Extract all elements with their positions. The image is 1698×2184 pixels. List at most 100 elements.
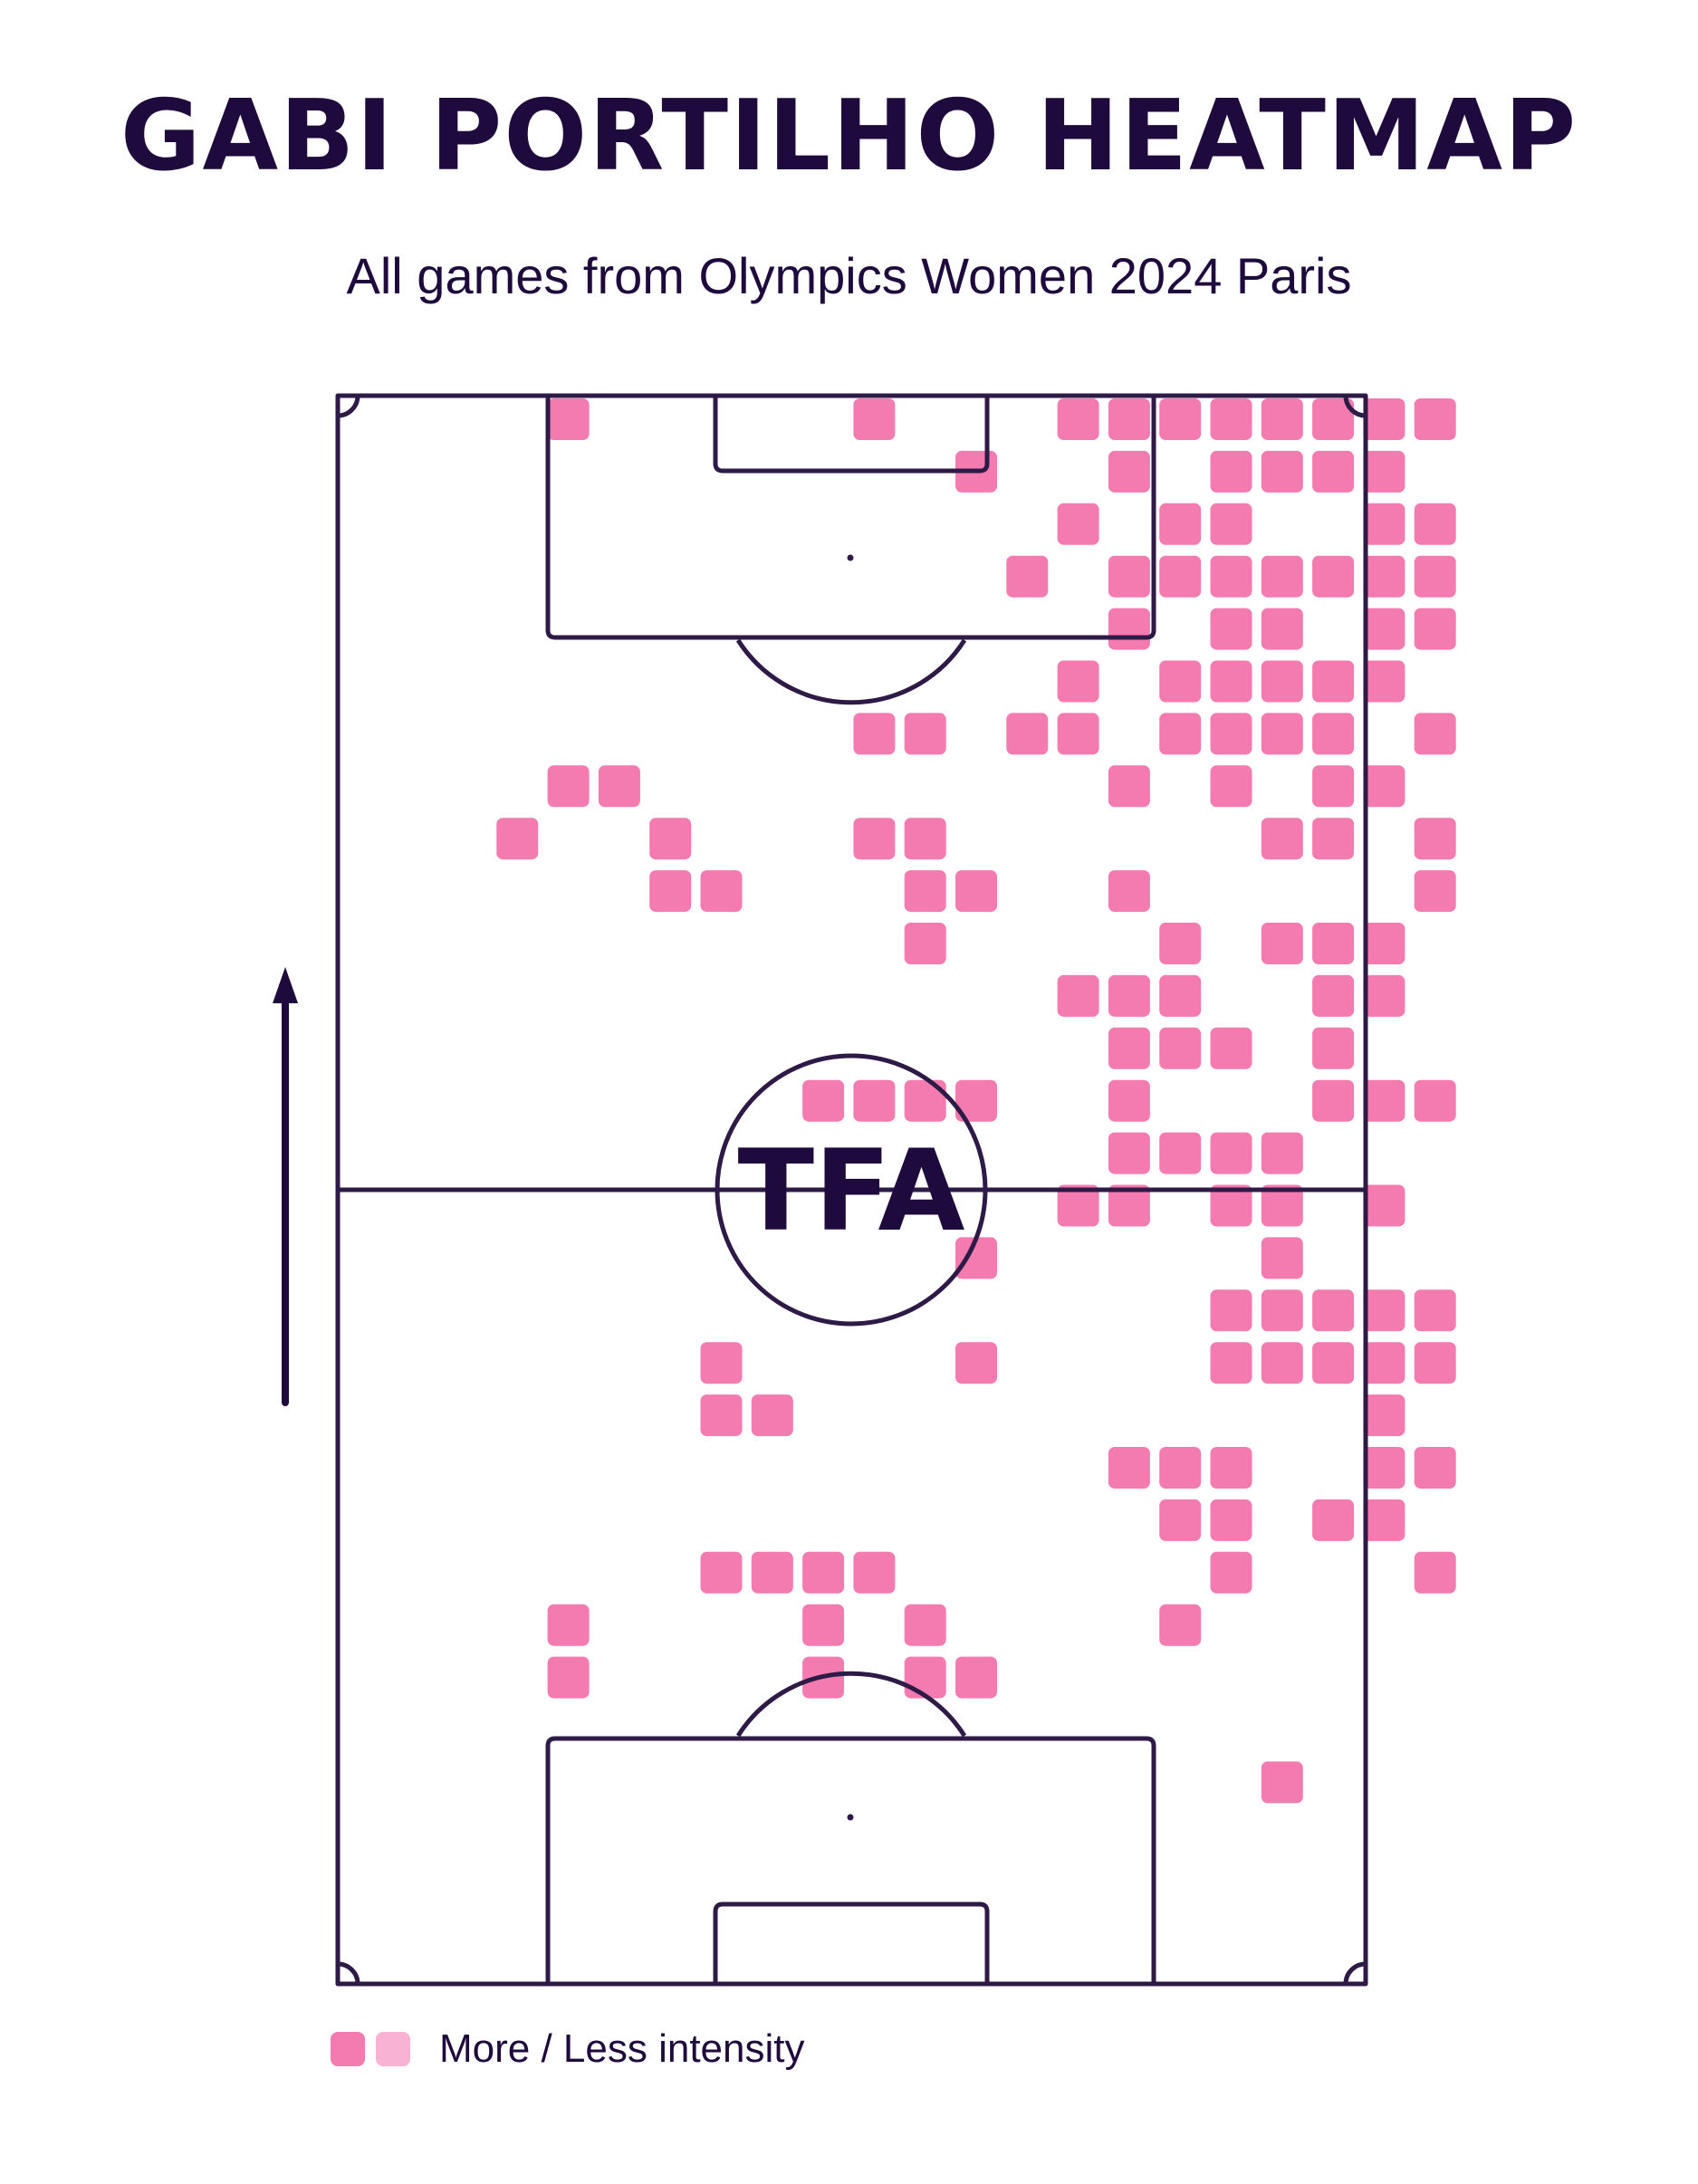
attack-direction-arrow-head — [273, 967, 298, 1003]
heatmap-cell — [1261, 1761, 1303, 1804]
heatmap-cell — [1210, 1342, 1252, 1384]
heatmap-cell — [1159, 503, 1202, 545]
heatmap-cell — [1414, 1342, 1456, 1384]
heatmap-cell — [1057, 503, 1099, 545]
heatmap-cell — [1261, 1184, 1303, 1227]
heatmap-cell — [802, 1079, 845, 1122]
heatmap-cell — [1363, 398, 1405, 440]
heatmap-cell — [1261, 450, 1303, 493]
heatmap-cell — [1159, 555, 1202, 598]
heatmap-cells — [496, 398, 1456, 1804]
bottom-goal-area — [713, 1901, 990, 1984]
heatmap-cell — [1363, 1394, 1405, 1437]
heatmap-cell — [853, 1551, 896, 1594]
heatmap-cell — [1057, 660, 1099, 703]
legend-swatch-less — [376, 2032, 410, 2066]
heatmap-cell — [1108, 1027, 1150, 1069]
heatmap-cell — [853, 818, 896, 860]
heatmap-cell — [1312, 1342, 1355, 1384]
heatmap-cell — [1312, 1499, 1355, 1541]
legend-swatch-more — [331, 2032, 365, 2066]
heatmap-cell — [1261, 1342, 1303, 1384]
heatmap-cell — [700, 1342, 743, 1384]
heatmap-cell — [904, 1656, 946, 1699]
heatmap-cell — [1363, 503, 1405, 545]
corner-arc-bottom-left — [337, 1961, 360, 1985]
heatmap-cell — [1363, 923, 1405, 964]
heatmap-cell — [1006, 713, 1049, 755]
heatmap-cell — [547, 398, 590, 440]
heatmap-cell — [1312, 398, 1355, 440]
heatmap-cell — [1108, 1132, 1150, 1174]
heatmap-cell — [649, 870, 692, 913]
heatmap-cell — [1261, 398, 1303, 440]
legend-label: More / Less intensity — [439, 2026, 805, 2071]
heatmap-cell — [1363, 1499, 1405, 1541]
heatmap-cell — [751, 1551, 793, 1594]
top-penalty-arc — [735, 638, 967, 705]
chart-subtitle: All games from Olympics Women 2024 Paris — [346, 247, 1352, 304]
heatmap-cell — [904, 1079, 946, 1122]
heatmap-cell — [1261, 818, 1303, 860]
heatmap-cell — [1363, 1184, 1405, 1227]
heatmap-cell — [1159, 1132, 1202, 1174]
heatmap-cell — [1414, 713, 1456, 755]
heatmap-cell — [1108, 1079, 1150, 1122]
heatmap-cell — [496, 818, 539, 860]
heatmap-cell — [1057, 398, 1099, 440]
heatmap-cell — [700, 1551, 743, 1594]
top-penalty-area — [545, 396, 1156, 640]
heatmap-cell — [1057, 974, 1099, 1017]
heatmap-cell — [1261, 923, 1303, 964]
heatmap-cell — [1210, 1551, 1252, 1594]
heatmap-cell — [904, 870, 946, 913]
corner-arc-top-right — [1343, 395, 1367, 418]
corner-arc-top-left — [337, 395, 360, 418]
heatmap-cell — [1261, 1289, 1303, 1332]
heatmap-cell — [904, 818, 946, 860]
heatmap-cell — [1312, 1289, 1355, 1332]
heatmap-cell — [1261, 1132, 1303, 1174]
heatmap-cell — [1210, 1027, 1252, 1069]
heatmap-cell — [1363, 1079, 1405, 1122]
heatmap-cell — [547, 1656, 590, 1699]
heatmap-cell — [1210, 608, 1252, 650]
heatmap-cell — [1312, 765, 1355, 808]
heatmap-cell — [1057, 1184, 1099, 1227]
legend: More / Less intensity — [331, 2026, 805, 2072]
heatmap-cell — [1210, 555, 1252, 598]
heatmap-cell — [1261, 555, 1303, 598]
heatmap-cell — [904, 1604, 946, 1646]
heatmap-cell — [802, 1551, 845, 1594]
heatmap-cell — [955, 1342, 997, 1384]
heatmap-cell — [1159, 1027, 1202, 1069]
heatmap-cell — [1210, 1499, 1252, 1541]
heatmap-cell — [1363, 608, 1405, 650]
pitch-lines — [335, 393, 1368, 1987]
chart-title: GABI PORTILHO HEATMAP — [120, 80, 1578, 193]
heatmap-cell — [955, 1237, 997, 1279]
heatmap-cell — [1363, 1342, 1405, 1384]
top-goal-area — [713, 396, 990, 474]
bottom-penalty-spot — [847, 1814, 854, 1821]
corner-arc-bottom-right — [1343, 1961, 1367, 1985]
heatmap-cell — [1363, 555, 1405, 598]
center-circle — [715, 1053, 988, 1327]
heatmap-cell — [1414, 818, 1456, 860]
heatmap-cell — [1159, 398, 1202, 440]
heatmap-cell — [853, 1079, 896, 1122]
heatmap-cell — [1414, 1447, 1456, 1489]
heatmap-cell — [1210, 1132, 1252, 1174]
heatmap-cell — [1414, 503, 1456, 545]
heatmap-cell — [1210, 1289, 1252, 1332]
heatmap-cell — [1108, 450, 1150, 493]
heatmap-cell — [1159, 1499, 1202, 1541]
heatmap-cell — [1006, 555, 1049, 598]
heatmap-cell — [853, 398, 896, 440]
heatmap-cell — [1414, 398, 1456, 440]
heatmap-cell — [1414, 555, 1456, 598]
heatmap-cell — [1108, 1184, 1150, 1227]
heatmap-cell — [1210, 713, 1252, 755]
heatmap-cell — [1108, 870, 1150, 913]
